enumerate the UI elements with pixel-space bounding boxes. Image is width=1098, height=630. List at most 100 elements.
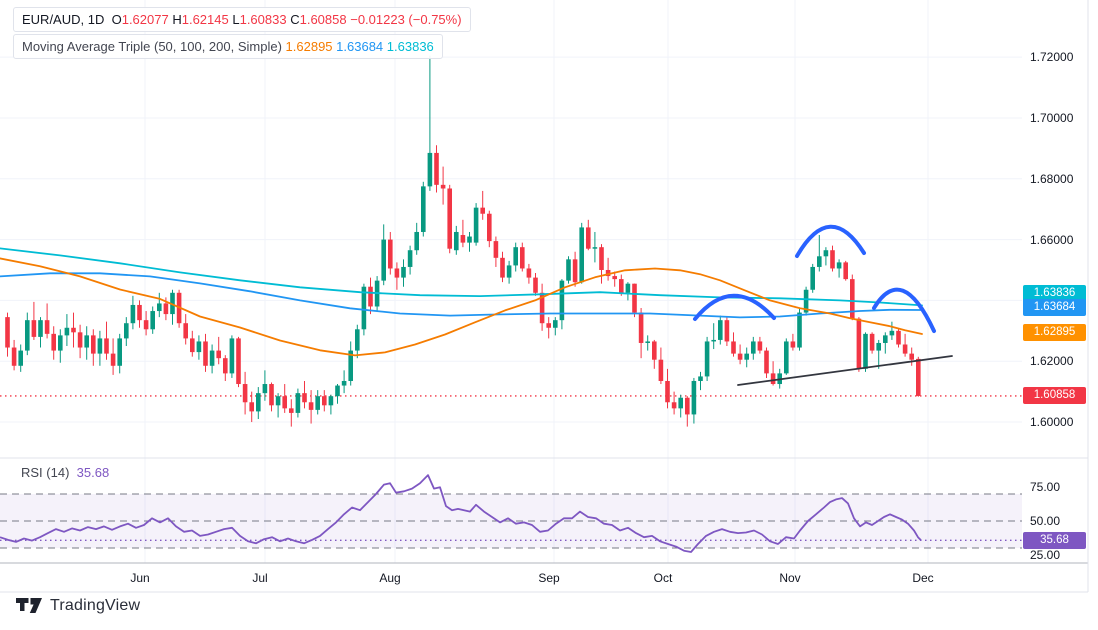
candle-body <box>856 318 862 369</box>
close-label: C <box>290 12 300 27</box>
candle-body <box>869 333 875 351</box>
candle-body <box>434 152 439 185</box>
candle-body <box>454 231 459 251</box>
candle-body <box>685 397 690 415</box>
candle-body <box>764 350 769 374</box>
candle-body <box>896 330 901 345</box>
candle-body <box>361 286 367 330</box>
candle-body <box>797 312 802 348</box>
candle-body <box>605 269 611 277</box>
shoulder-arc-annotation[interactable] <box>795 224 866 258</box>
candle-body <box>803 289 809 313</box>
candle-body <box>790 341 796 348</box>
shoulder-arc-annotation[interactable] <box>693 293 776 321</box>
ma-value-badge: 1.63684 <box>1023 299 1086 316</box>
candle-body <box>520 247 525 269</box>
candle-body <box>84 335 89 348</box>
candle-body <box>282 396 287 409</box>
candle-body <box>744 353 749 360</box>
time-axis-label: Aug <box>379 571 401 585</box>
candle-body <box>632 283 637 313</box>
candle-body <box>157 303 162 312</box>
candle-body <box>817 256 822 267</box>
candle-body <box>44 320 50 334</box>
candle-body <box>539 292 545 324</box>
candle-body <box>262 384 268 394</box>
candle-body <box>229 338 235 374</box>
candle-body <box>110 353 116 366</box>
candle-body <box>190 338 195 353</box>
rsi-axis-label: 25.00 <box>1030 547 1061 562</box>
candle-body <box>467 236 472 243</box>
tradingview-watermark[interactable]: TradingView <box>16 597 140 615</box>
candle-body <box>130 304 136 324</box>
candle-body <box>784 341 789 374</box>
rsi-line <box>0 474 922 553</box>
candle-body <box>328 396 334 406</box>
candle-body <box>889 330 895 336</box>
candle-body <box>295 393 301 413</box>
candle-body <box>566 259 571 281</box>
candle-body <box>909 353 914 360</box>
candle-body <box>671 402 677 409</box>
ma50-line <box>0 257 923 357</box>
trendline-annotation[interactable] <box>737 355 953 386</box>
candle-body <box>51 333 56 351</box>
candle-body <box>355 329 360 351</box>
ma-value-badge: 1.62895 <box>1023 324 1086 341</box>
candle-body <box>487 213 492 242</box>
candle-body <box>223 358 228 374</box>
ma200-value: 1.63836 <box>386 39 434 54</box>
change-value: −0.01223 (−0.75%) <box>350 12 462 27</box>
candle-body <box>203 341 208 366</box>
candle-body <box>335 385 340 397</box>
last-price-badge: 1.60858 <box>1023 386 1086 404</box>
candle-body <box>513 247 518 266</box>
rsi-value-badge: 35.68 <box>1023 531 1086 549</box>
ma50-value: 1.62895 <box>285 39 333 54</box>
candle-body <box>850 279 855 319</box>
chart-legend: EUR/AUD, 1D O 1.62077 H 1.62145 L 1.60833 C… <box>13 7 471 61</box>
candle-body <box>447 188 452 249</box>
candle-body <box>427 152 433 187</box>
candle-body <box>414 231 419 251</box>
time-axis-label: Nov <box>779 571 801 585</box>
candle-body <box>724 320 730 342</box>
candlestick-series <box>5 55 921 427</box>
open-value: 1.62077 <box>121 12 169 27</box>
symbol-legend-row[interactable]: EUR/AUD, 1D O 1.62077 H 1.62145 L 1.60833 C… <box>13 7 471 32</box>
indicator-legend-row[interactable]: Moving Average Triple (50, 100, 200, Sim… <box>13 34 443 59</box>
time-axis-label: Dec <box>912 571 934 585</box>
shoulder-arc-annotation[interactable] <box>872 287 936 333</box>
candle-body <box>586 227 591 249</box>
candle-body <box>322 396 327 406</box>
candle-body <box>341 380 347 386</box>
high-label: H <box>172 12 182 27</box>
low-value: 1.60833 <box>239 12 287 27</box>
candle-body <box>559 280 565 321</box>
candle-body <box>97 338 103 354</box>
candle-body <box>704 341 710 377</box>
low-label: L <box>232 12 240 27</box>
candle-body <box>638 312 644 343</box>
candle-body <box>658 359 664 381</box>
rsi-legend-row[interactable]: RSI (14) 35.68 <box>17 464 114 481</box>
candle-body <box>150 311 155 330</box>
tradingview-logo-text: TradingView <box>50 597 141 614</box>
candle-body <box>592 247 598 249</box>
candle-body <box>117 338 122 366</box>
candle-body <box>256 393 261 412</box>
rsi-axis-label: 50.00 <box>1030 514 1061 528</box>
ma-value-badge: 1.63836 <box>1023 284 1086 302</box>
candle-body <box>163 303 169 315</box>
candle-body <box>526 268 532 278</box>
candle-body <box>58 335 63 351</box>
candle-body <box>553 320 558 328</box>
candle-body <box>830 250 835 269</box>
candle-body <box>711 339 716 342</box>
time-axis-label: Jun <box>130 571 150 585</box>
ma200-line <box>0 247 923 307</box>
candle-body <box>11 347 17 366</box>
